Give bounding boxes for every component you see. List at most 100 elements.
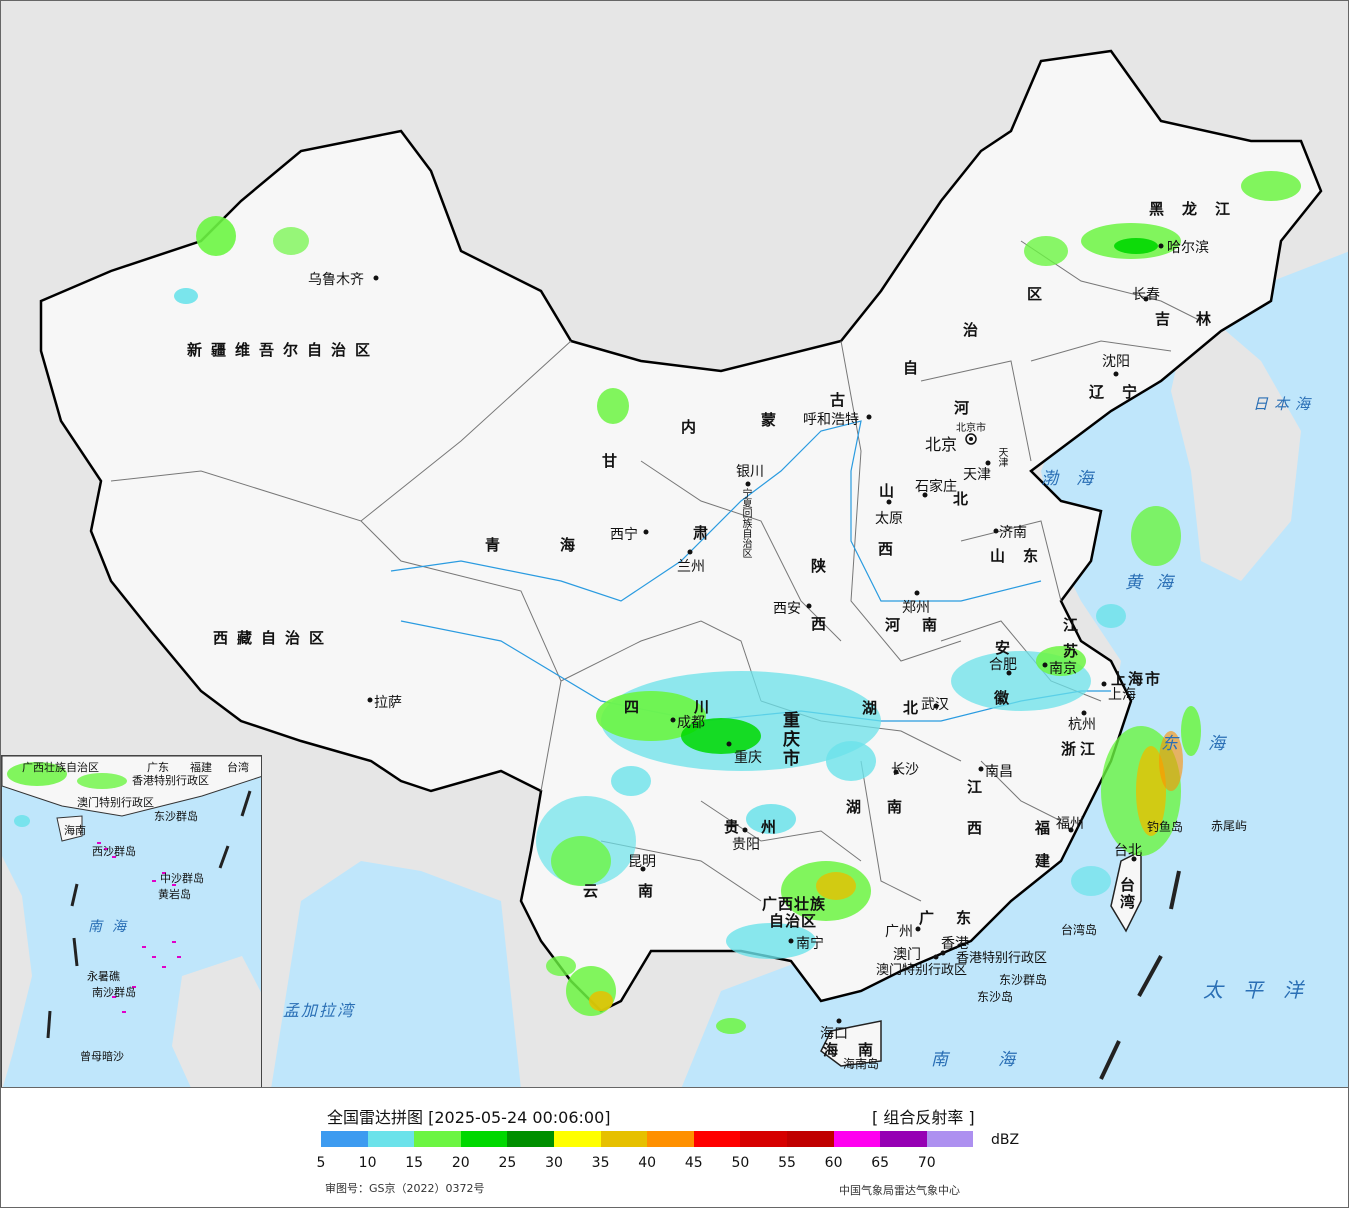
region-label-shaanxi-a: 陕 <box>811 557 836 575</box>
legend-tick-label: 5 <box>316 1155 326 1171</box>
region-label-nmg-d: 自 <box>903 359 928 377</box>
maritime-boundary <box>1099 870 1181 1080</box>
region-label-sichuan: 四川 <box>624 698 765 716</box>
legend-swatch-1 <box>367 1131 415 1147</box>
city-label-zhengzhou: 郑州 <box>902 600 930 616</box>
inset-islands <box>97 842 181 1013</box>
sea-label-east: 东海 <box>1161 734 1255 754</box>
sea-label-pacific: 太平洋 <box>1203 978 1323 1002</box>
region-label-zhejiang: 浙江 <box>1061 740 1100 758</box>
legend-tick-label: 40 <box>638 1155 657 1171</box>
hainan-island-shape <box>820 1020 882 1067</box>
legend-tick-label: 35 <box>591 1155 610 1171</box>
region-label-anhui-a: 安 <box>995 639 1020 657</box>
city-label-lhasa: 拉萨 <box>374 695 402 711</box>
inset-label-fj: 福建 <box>190 761 212 774</box>
inset-echoes <box>7 762 127 827</box>
inset-mainland <box>2 756 261 817</box>
legend-tick-label: 50 <box>731 1155 750 1171</box>
city-label-guiyang: 贵阳 <box>732 837 760 853</box>
city-label-shijiazhuang: 石家庄 <box>915 479 957 495</box>
legend-tick-label: 55 <box>778 1155 796 1171</box>
legend-tick-label: 70 <box>917 1155 936 1171</box>
city-label-haikou: 海口 <box>820 1026 848 1042</box>
legend-tick-label: 60 <box>824 1155 843 1171</box>
region-label-gansu-b: 肃 <box>693 524 718 542</box>
sea-label-bohai: 渤海 <box>1041 469 1111 489</box>
inset-label-hn: 海南 <box>64 824 86 837</box>
region-label-guangxi-b: 自治区 <box>769 912 818 930</box>
inset-hainan <box>56 815 83 842</box>
sea-label-yellow: 黄海 <box>1125 573 1187 593</box>
legend-swatch-13 <box>926 1131 974 1147</box>
city-label-chengdu: 成都 <box>677 715 705 731</box>
region-label-macau: 澳门特别行政区 <box>876 963 968 978</box>
island-label-taiwan-isl: 台湾岛 <box>1061 923 1098 937</box>
city-label-guangzhou: 广州 <box>885 924 913 940</box>
legend-tick-label: 25 <box>498 1155 517 1171</box>
region-label-hk: 香港特别行政区 <box>956 951 1048 966</box>
city-label-taipei: 台北 <box>1114 843 1142 859</box>
inset-indochina <box>2 856 32 1087</box>
legend-tick-label: 10 <box>358 1155 377 1171</box>
region-label-jiangxi-b: 西 <box>967 819 992 837</box>
region-label-fujian-b: 建 <box>1035 852 1060 870</box>
region-label-hunan: 湖南 <box>846 798 929 816</box>
legend-swatch-5 <box>553 1131 601 1147</box>
city-label-jinan: 济南 <box>999 525 1027 541</box>
city-label-taiyuan: 太原 <box>875 511 903 527</box>
inset-label-gd: 广东 <box>147 761 169 774</box>
city-label-xian: 西安 <box>773 601 801 617</box>
inset-dashed-line <box>46 790 252 1039</box>
legend-source: 中国气象局雷达气象中心 <box>839 1184 960 1197</box>
island-label-hainan-isl: 海南岛 <box>843 1057 880 1071</box>
region-label-shanxi-a: 山 <box>879 482 904 500</box>
legend-swatch-4 <box>507 1131 554 1147</box>
city-label-xining: 西宁 <box>610 527 638 543</box>
city-label-shenyang: 沈阳 <box>1102 354 1130 370</box>
legend-tick-label: 20 <box>451 1155 470 1171</box>
legend-swatch-12 <box>880 1131 927 1147</box>
inset-borneo <box>172 956 261 1087</box>
legend-tick-label: 15 <box>405 1155 424 1171</box>
city-label-nanchang: 南昌 <box>985 764 1013 780</box>
legend-swatch-3 <box>460 1131 508 1147</box>
inset-label-gx: 广西壮族自治区 <box>22 761 99 774</box>
legend-tick-label: 45 <box>684 1155 703 1171</box>
inset-label-hy: 黄岩岛 <box>158 888 191 901</box>
city-label-kunming: 昆明 <box>628 854 656 870</box>
inset-label-nsqd: 南沙群岛 <box>92 986 136 999</box>
city-label-hefei: 合肥 <box>989 657 1017 673</box>
region-label-shandong: 山东 <box>990 547 1057 565</box>
region-label-shanxi-b: 西 <box>878 540 903 558</box>
city-label-changsha: 长沙 <box>891 762 919 778</box>
region-label-nmg-a: 内 <box>681 418 706 436</box>
legend-swatch-10 <box>786 1131 834 1147</box>
city-label-shanghai-city: 上海 <box>1108 687 1136 703</box>
inset-canvas <box>2 756 261 1087</box>
inset-label-tw: 台湾 <box>227 761 249 774</box>
city-label-macao: 澳门 <box>893 947 921 963</box>
city-label-beijing: 北京 <box>925 435 958 454</box>
city-label-nanning: 南宁 <box>796 936 824 952</box>
region-label-henan: 河南 <box>885 616 960 634</box>
legend-swatch-11 <box>833 1131 881 1147</box>
legend-product: [ 组合反射率 ] <box>872 1108 975 1127</box>
inset-label-xs: 西沙群岛 <box>92 845 136 858</box>
region-label-guangdong: 广东 <box>919 909 994 927</box>
region-label-shanghai: 上海市 <box>1111 670 1163 688</box>
legend-swatch-8 <box>693 1131 741 1147</box>
sea-label-japan: 日本海 <box>1253 395 1317 413</box>
inset-label-mo: 澳门特别行政区 <box>77 796 154 809</box>
legend-tick-label: 65 <box>871 1155 890 1171</box>
region-label-xizang: 西藏自治区 <box>213 629 334 647</box>
region-label-heilongjiang: 黑龙江 <box>1149 200 1249 218</box>
region-label-hebei-b: 北 <box>953 490 978 508</box>
legend-swatch-2 <box>414 1131 461 1147</box>
sea-label-bengal: 孟加拉湾 <box>283 1001 356 1020</box>
legend-swatch-9 <box>740 1131 787 1147</box>
region-label-hainan: 海南 <box>823 1041 894 1059</box>
city-label-wuhan: 武汉 <box>921 697 949 713</box>
island-label-chiwei: 赤尾屿 <box>1211 819 1248 833</box>
region-label-jiangxi-a: 江 <box>967 778 992 796</box>
